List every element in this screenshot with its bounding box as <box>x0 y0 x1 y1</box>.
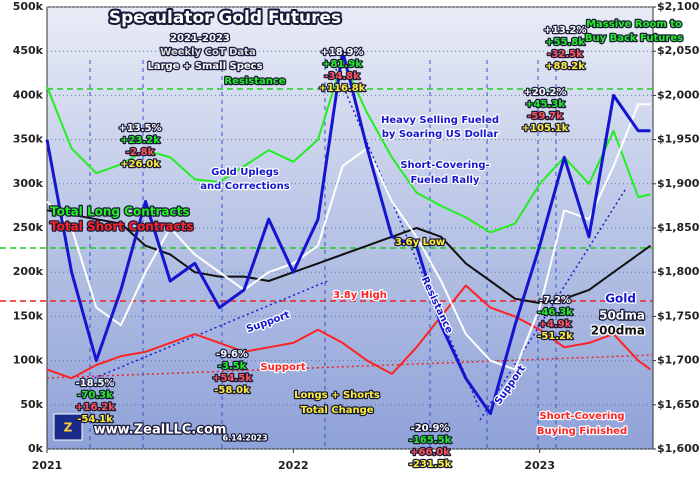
x-tick-label: 2022 <box>278 459 309 472</box>
callout-text: -54.1k <box>77 414 113 425</box>
annotation: Buy Back Futures <box>585 33 683 44</box>
series-line <box>45 49 651 416</box>
annotation: and Corrections <box>200 181 289 192</box>
y2-tick-label: $2,000 <box>657 88 700 101</box>
y-tick-label: 300k <box>13 177 44 190</box>
callout-text: +54.5k <box>212 373 252 384</box>
grid <box>47 6 653 450</box>
y2-tick-label: $2,100 <box>657 0 700 13</box>
annotation: Heavy Selling Fueled <box>381 115 499 126</box>
annotation: Resistance <box>224 76 285 87</box>
annotation: www.ZealLLC.com <box>94 423 227 438</box>
annotation: Gold Uplegs <box>211 167 279 178</box>
callout-text: -231.5k <box>409 459 452 470</box>
callout-text: +23.2k <box>120 135 160 146</box>
annotation: Massive Room to <box>586 19 682 30</box>
annotation: Large + Small Specs <box>147 61 262 72</box>
callout-text: +66.0k <box>410 447 450 458</box>
y2-tick-label: $1,850 <box>657 221 700 234</box>
series-line <box>46 59 651 234</box>
y-tick-label: 250k <box>13 221 44 234</box>
callout-text: +13.2% <box>543 25 586 36</box>
y-tick-label: 400k <box>13 88 44 101</box>
annotation: by Soaring US Dollar <box>382 129 499 140</box>
callout-text: +105.1k <box>522 123 569 134</box>
y2-tick-label: $1,750 <box>657 309 700 322</box>
annotation: 2021-2023 <box>170 33 230 44</box>
y-tick-label: 500k <box>13 0 44 13</box>
y2-tick-label: $1,650 <box>657 398 700 411</box>
y2-tick-label: $1,700 <box>657 354 700 367</box>
callout-text: +88.2k <box>545 61 585 72</box>
legend-label: 200dma <box>591 324 645 338</box>
y-tick-label: 50k <box>20 398 43 411</box>
y-tick-label: 450k <box>13 44 44 57</box>
callout-text: +18.9% <box>320 47 363 58</box>
support-trend <box>479 189 626 421</box>
callout-text: +81.9k <box>322 59 362 70</box>
legend-label: 50dma <box>599 309 645 323</box>
support-trend <box>46 354 654 379</box>
annotation: 6.14.2023 <box>222 434 267 443</box>
annotation: Weekly CoT Data <box>160 47 255 58</box>
series-line <box>46 103 651 371</box>
callout-text: -18.5% <box>76 378 115 389</box>
callout-text: -3.5k <box>218 361 247 372</box>
legend-label: Total Long Contracts <box>50 205 190 219</box>
callout-text: +26.0k <box>120 159 160 170</box>
y-tick-label: 200k <box>13 265 44 278</box>
chart-title: Speculator Gold Futures <box>109 8 341 28</box>
callout-text: -20.9% <box>411 423 450 434</box>
y-tick-label: 100k <box>13 354 44 367</box>
y2-tick-label: $1,900 <box>657 177 700 190</box>
annotation: Short-Covering <box>539 411 624 422</box>
callout-text: -58.0k <box>214 385 250 396</box>
legend-label: Gold <box>605 292 636 306</box>
annotation: 3.6y Low <box>395 237 445 248</box>
callout-text: -59.7k <box>527 111 563 122</box>
callout-text: -2.8k <box>126 147 155 158</box>
callout-text: -9.6% <box>216 349 248 360</box>
callout-text: -70.3k <box>77 390 113 401</box>
y2-tick-label: $2,050 <box>657 44 700 57</box>
y-tick-label: 0k <box>28 442 44 455</box>
x-tick-label: 2023 <box>524 459 555 472</box>
y-tick-label: 350k <box>13 133 44 146</box>
support-trend <box>89 279 331 381</box>
y2-tick-label: $1,800 <box>657 265 700 278</box>
legend-label: Total Short Contracts <box>50 220 194 234</box>
y2-tick-label: $1,600 <box>657 442 700 455</box>
callout-text: +16.2k <box>75 402 115 413</box>
annotation: Fueled Rally <box>411 175 480 186</box>
annotation: Longs + Shorts <box>294 390 380 401</box>
logo: Z <box>53 413 83 441</box>
resistance-trend <box>329 54 481 411</box>
callout-text: -7.2% <box>539 295 571 306</box>
y-tick-label: 150k <box>13 309 44 322</box>
callout-text: +20.2% <box>523 87 566 98</box>
annotation: Total Change <box>300 405 373 416</box>
callout-text: +116.8k <box>319 83 366 94</box>
annotation: Buying Finished <box>537 426 627 437</box>
annotation: Short-Covering- <box>400 160 489 171</box>
callout-text: -34.8k <box>324 71 360 82</box>
annotation: 3.8y High <box>333 290 387 301</box>
callout-text: +4.9k <box>539 319 572 330</box>
callout-text: -46.3k <box>537 307 573 318</box>
callout-text: -32.5k <box>547 49 583 60</box>
series-line <box>46 209 652 305</box>
callout-text: +45.3k <box>525 99 565 110</box>
callout-text: -51.2k <box>537 331 573 342</box>
x-tick-label: 2021 <box>32 459 63 472</box>
y2-tick-label: $1,950 <box>657 133 700 146</box>
callout-text: +55.8k <box>545 37 585 48</box>
series-line <box>46 284 652 380</box>
annotation: Support <box>260 362 305 373</box>
callout-text: -165.5k <box>409 435 452 446</box>
svg-text:Z: Z <box>64 421 73 435</box>
callout-text: +13.5% <box>118 123 161 134</box>
